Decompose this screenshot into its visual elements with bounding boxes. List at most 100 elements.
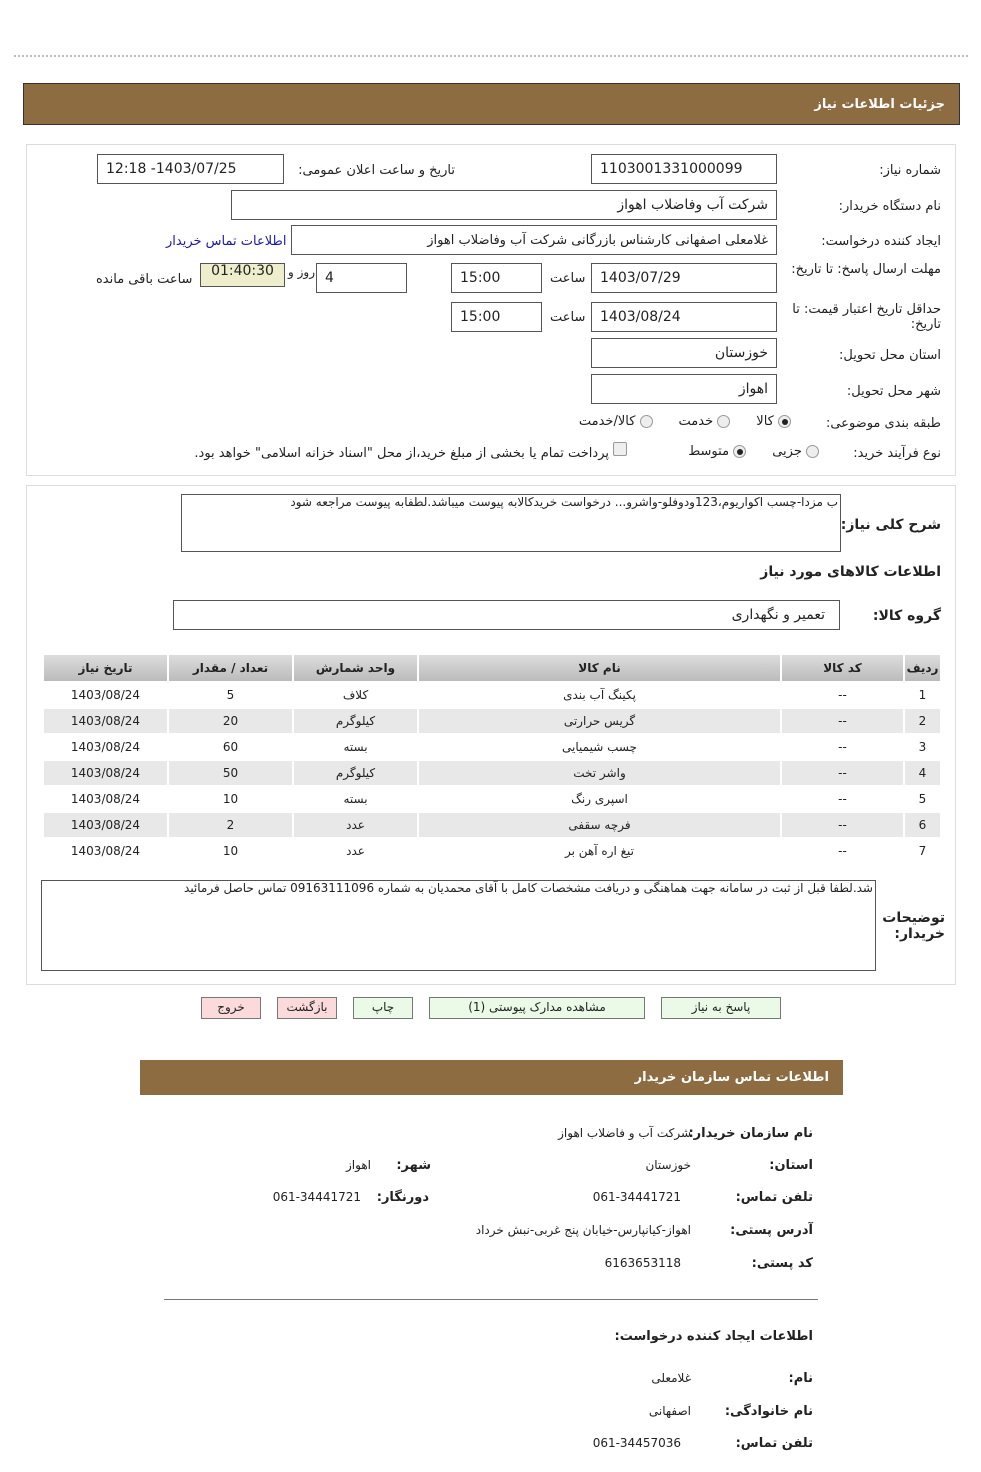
item-quantity: 10	[169, 839, 292, 863]
contact-phone-label: تلفن تماس:	[735, 1190, 813, 1205]
item-unit: عدد	[294, 813, 417, 837]
org-value: شرکت آب و فاضلاب اهواز	[558, 1126, 691, 1140]
item-unit: کیلوگرم	[294, 761, 417, 785]
item-unit: بسته	[294, 735, 417, 759]
item-unit: کلاف	[294, 683, 417, 707]
radio-label: خدمت	[678, 414, 714, 429]
table-row: 4 -- واشر تخت کیلوگرم 50 1403/08/24	[44, 761, 940, 785]
category-goods-radio[interactable]: کالا	[756, 414, 791, 429]
radio-icon[interactable]	[733, 445, 747, 458]
item-need-date: 1403/08/24	[44, 787, 167, 811]
print-button[interactable]: چاپ	[353, 997, 413, 1019]
radio-icon[interactable]	[717, 415, 731, 428]
item-unit: عدد	[294, 839, 417, 863]
goods-section-title: اطلاعات کالاهای مورد نیاز	[760, 564, 941, 580]
table-row: 7 -- تیغ اره آهن بر عدد 10 1403/08/24	[44, 839, 940, 863]
radio-icon[interactable]	[778, 415, 791, 428]
goods-table: ردیف کد کالا نام کالا واحد شمارش تعداد /…	[42, 653, 942, 865]
item-need-date: 1403/08/24	[44, 735, 167, 759]
item-code: --	[782, 787, 903, 811]
contact-address-value: اهواز-کیانپارس-خیابان پنج غربی-نبش خرداد	[475, 1223, 691, 1237]
radio-label: کالا	[756, 414, 774, 429]
table-row: 1 -- پکینگ آب بندی کلاف 5 1403/08/24	[44, 683, 940, 707]
radio-label: جزیی	[772, 444, 802, 459]
buyer-notes-field: شد.لطفا قبل از ثبت در سامانه جهت هماهنگی…	[41, 880, 876, 971]
item-quantity: 2	[169, 813, 292, 837]
process-medium-radio[interactable]: متوسط	[688, 444, 747, 459]
creator-field: غلامعلی اصفهانی کارشناس بازرگانی شرکت آب…	[291, 225, 777, 255]
table-row: 5 -- اسپری رنگ بسته 10 1403/08/24	[44, 787, 940, 811]
items-panel	[26, 485, 956, 985]
view-attachments-button[interactable]: مشاهده مدارک پیوستی (1)	[429, 997, 645, 1019]
validity-time-label: ساعت	[550, 310, 586, 325]
need-number-label: شماره نیاز:	[879, 163, 941, 178]
province-label: استان محل تحویل:	[839, 348, 941, 363]
remaining-label: ساعت باقی مانده	[96, 272, 193, 287]
contact-title: اطلاعات تماس سازمان خریدار	[634, 1070, 829, 1085]
process-small-radio[interactable]: جزیی	[772, 444, 819, 459]
item-name: گریس حرارتی	[419, 709, 780, 733]
contact-divider	[164, 1299, 818, 1300]
row-number: 7	[905, 839, 940, 863]
row-number: 2	[905, 709, 940, 733]
buyer-field: شرکت آب وفاضلاب اهواز	[231, 190, 777, 220]
validity-time-field: 15:00	[451, 302, 542, 332]
table-row: 3 -- چسب شیمیایی بسته 60 1403/08/24	[44, 735, 940, 759]
item-name: تیغ اره آهن بر	[419, 839, 780, 863]
details-panel	[26, 144, 956, 476]
need-number-field: 1103001331000099	[591, 154, 777, 184]
row-number: 6	[905, 813, 940, 837]
contact-address-label: آدرس پستی:	[730, 1223, 813, 1238]
announce-field: 1403/07/25- 12:18	[97, 154, 284, 184]
treasury-note: پرداخت تمام یا بخشی از مبلغ خرید،از محل …	[194, 446, 609, 461]
item-need-date: 1403/08/24	[44, 683, 167, 707]
contact-header: اطلاعات تماس سازمان خریدار	[140, 1060, 843, 1095]
item-quantity: 20	[169, 709, 292, 733]
buyer-contact-link[interactable]: اطلاعات تماس خریدار	[166, 234, 287, 249]
reply-button[interactable]: پاسخ به نیاز	[661, 997, 781, 1019]
row-number: 1	[905, 683, 940, 707]
creator-name-value: غلامعلی	[651, 1371, 691, 1385]
item-code: --	[782, 735, 903, 759]
exit-button[interactable]: خروج	[201, 997, 261, 1019]
validity-label: حداقل تاریخ اعتبار قیمت: تا تاریخ:	[792, 302, 941, 332]
creator-phone-value: 061-34457036	[592, 1436, 681, 1450]
summary-label: شرح کلی نیاز:	[840, 517, 941, 533]
col-header-date: تاریخ نیاز	[44, 655, 167, 681]
table-row: 2 -- گریس حرارتی کیلوگرم 20 1403/08/24	[44, 709, 940, 733]
back-button[interactable]: بازگشت	[277, 997, 337, 1019]
creator-family-value: اصفهانی	[648, 1404, 691, 1418]
contact-city-value: اهواز	[346, 1158, 371, 1172]
days-field: 4	[316, 263, 407, 293]
item-need-date: 1403/08/24	[44, 813, 167, 837]
treasury-checkbox[interactable]	[613, 442, 627, 456]
row-number: 4	[905, 761, 940, 785]
buyer-label: نام دستگاه خریدار:	[838, 199, 941, 214]
radio-icon[interactable]	[639, 415, 653, 428]
page-header: جزئیات اطلاعات نیاز	[23, 83, 960, 125]
item-code: --	[782, 683, 903, 707]
item-code: --	[782, 709, 903, 733]
row-number: 5	[905, 787, 940, 811]
radio-icon[interactable]	[806, 445, 819, 458]
creator-phone-label: تلفن تماس:	[735, 1436, 813, 1451]
item-quantity: 5	[169, 683, 292, 707]
category-both-radio[interactable]: کالا/خدمت	[579, 414, 653, 429]
contact-fax-value: 061-34441721	[272, 1190, 361, 1204]
item-code: --	[782, 813, 903, 837]
item-quantity: 50	[169, 761, 292, 785]
org-label: نام سازمان خریدار:	[688, 1126, 813, 1141]
creator-family-label: نام خانوادگی:	[724, 1404, 813, 1419]
item-quantity: 60	[169, 735, 292, 759]
buyer-notes-label: توضیحات خریدار:	[882, 910, 945, 942]
item-name: پکینگ آب بندی	[419, 683, 780, 707]
category-service-radio[interactable]: خدمت	[679, 414, 731, 429]
item-name: اسپری رنگ	[419, 787, 780, 811]
summary-field: ب مزدا-چسب اکواریوم،123ودوفلو-واشرو... د…	[181, 494, 841, 552]
days-label: روز و	[288, 265, 315, 279]
col-header-code: کد کالا	[782, 655, 903, 681]
page-title: جزئیات اطلاعات نیاز	[814, 96, 945, 112]
item-code: --	[782, 761, 903, 785]
item-name: چسب شیمیایی	[419, 735, 780, 759]
deadline-time-label: ساعت	[550, 271, 586, 286]
